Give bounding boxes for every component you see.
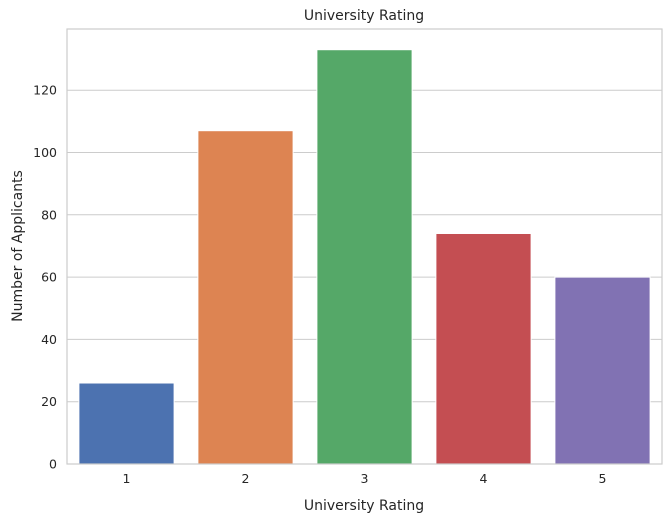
chart-title: University Rating bbox=[304, 8, 424, 24]
x-axis-ticks: 1 2 3 4 5 bbox=[123, 471, 607, 486]
x-tick-label-3: 3 bbox=[361, 471, 369, 486]
x-axis-label: University Rating bbox=[304, 498, 424, 514]
y-axis-label: Number of Applicants bbox=[10, 170, 26, 322]
y-tick-label: 60 bbox=[41, 270, 57, 285]
plot-frame bbox=[66, 28, 663, 465]
y-axis-ticks: 0 20 40 60 80 100 120 bbox=[33, 83, 57, 472]
bars bbox=[78, 49, 651, 465]
x-tick-label-5: 5 bbox=[599, 471, 607, 486]
x-tick-label-2: 2 bbox=[242, 471, 250, 486]
bar-2 bbox=[197, 130, 294, 465]
y-tick-label: 120 bbox=[33, 83, 57, 98]
x-tick-label-4: 4 bbox=[480, 471, 488, 486]
y-tick-label: 0 bbox=[49, 457, 57, 472]
y-tick-label: 100 bbox=[33, 145, 57, 160]
y-tick-label: 20 bbox=[41, 394, 57, 409]
bar-3 bbox=[316, 49, 413, 465]
y-tick-label: 40 bbox=[41, 332, 57, 347]
y-tick-label: 80 bbox=[41, 207, 57, 222]
x-tick-label-1: 1 bbox=[123, 471, 131, 486]
bar-1 bbox=[78, 382, 175, 465]
bar-4 bbox=[435, 232, 532, 465]
bar-5 bbox=[554, 276, 651, 465]
